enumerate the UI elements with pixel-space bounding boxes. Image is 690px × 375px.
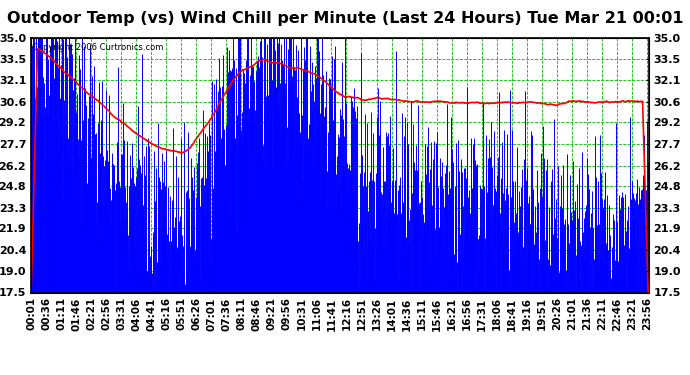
Text: Outdoor Temp (vs) Wind Chill per Minute (Last 24 Hours) Tue Mar 21 00:01: Outdoor Temp (vs) Wind Chill per Minute … <box>7 11 683 26</box>
Text: Copyright 2006 Curtronics.com: Copyright 2006 Curtronics.com <box>32 43 163 52</box>
